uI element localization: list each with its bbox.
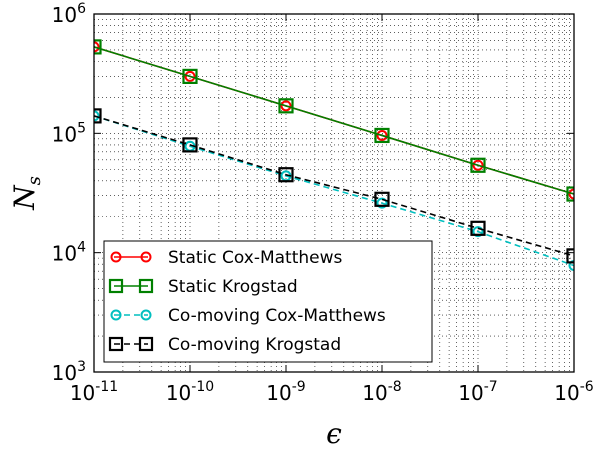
x-tick-label-base: 10	[458, 381, 483, 405]
data-point	[376, 197, 388, 209]
data-point	[278, 98, 294, 114]
data-point	[374, 191, 390, 207]
data-point	[472, 159, 484, 171]
series-line	[94, 115, 574, 257]
data-point	[94, 108, 102, 124]
x-tick-label: 10-6	[554, 379, 594, 405]
data-point	[376, 129, 388, 141]
y-tick-label-base: 10	[52, 122, 77, 146]
legend-marker	[108, 336, 124, 352]
data-point	[182, 68, 198, 84]
data-point	[94, 110, 100, 122]
x-tick-label-base: 10	[362, 381, 387, 405]
data-point	[182, 137, 198, 153]
y-tick-label: 106	[52, 1, 86, 27]
data-point	[374, 127, 390, 144]
series-co-moving-krogstad	[94, 108, 574, 264]
legend-label: Static Cox-Matthews	[168, 248, 343, 268]
x-tick-label-exponent: -11	[95, 379, 118, 395]
legend-marker	[138, 336, 154, 352]
x-tick-label-base: 10	[70, 381, 95, 405]
data-point	[184, 70, 196, 82]
y-axis-label-subscript: s	[24, 176, 45, 185]
x-tick-label-exponent: -9	[292, 379, 306, 395]
y-tick-label: 104	[52, 240, 86, 266]
y-tick-label-exponent: 4	[77, 240, 86, 256]
data-point	[472, 226, 484, 238]
x-axis-label: ϵ	[326, 417, 342, 450]
y-tick-label-base: 10	[52, 3, 77, 27]
x-tick-label-exponent: -7	[484, 379, 498, 395]
y-axis-label: N	[8, 184, 41, 211]
x-tick-label-base: 10	[554, 381, 579, 405]
data-point	[566, 186, 574, 202]
x-tick-label: 10-11	[70, 379, 118, 405]
legend-box	[103, 240, 433, 363]
x-tick-label-exponent: -8	[388, 379, 402, 395]
legend-marker	[108, 278, 124, 294]
legend-entry: Static Krogstad	[108, 277, 298, 297]
plot-frame	[93, 13, 575, 373]
legend-entry: Static Cox-Matthews	[110, 248, 343, 268]
legend-entry: Co-moving Krogstad	[108, 335, 341, 355]
data-point	[278, 167, 294, 183]
y-tick-label: 103	[52, 359, 86, 385]
y-tick-label-base: 10	[52, 361, 77, 385]
x-tick-label-base: 10	[266, 381, 291, 405]
x-tick-label-exponent: -6	[580, 379, 594, 395]
x-tick-label-base: 10	[166, 381, 191, 405]
data-point	[568, 188, 574, 200]
data-point	[280, 100, 292, 112]
legend-marker	[110, 309, 122, 321]
x-tick-label: 10-10	[166, 379, 214, 405]
series-static-krogstad	[94, 39, 574, 202]
legend-label: Static Krogstad	[168, 277, 298, 297]
x-tick-label: 10-7	[458, 379, 497, 405]
legend-label: Co-moving Cox-Matthews	[168, 306, 386, 326]
y-tick-label: 105	[52, 120, 86, 146]
y-axis-label-group: Ns	[8, 176, 45, 211]
legend-marker	[138, 278, 154, 294]
x-tick-label-exponent: -10	[191, 379, 214, 395]
y-tick-label-exponent: 5	[77, 120, 86, 136]
series-line	[94, 115, 574, 267]
legend-entry: Co-moving Cox-Matthews	[110, 306, 386, 326]
legend-marker	[140, 309, 152, 321]
data-point	[566, 248, 574, 264]
series-line	[94, 46, 574, 195]
svg-text:Ns: Ns	[8, 176, 45, 211]
legend-marker	[140, 251, 152, 263]
data-point	[94, 39, 102, 55]
legend-marker	[110, 251, 122, 263]
x-tick-label: 10-9	[266, 379, 305, 405]
data-point	[470, 220, 486, 236]
y-tick-label-base: 10	[52, 242, 77, 266]
data-point	[94, 41, 100, 53]
data-point	[470, 157, 486, 173]
x-tick-label: 10-8	[362, 379, 401, 405]
y-tick-label-exponent: 3	[77, 359, 86, 375]
legend-label: Co-moving Krogstad	[168, 335, 341, 355]
legend: Static Cox-Matthews Static Krogstad Co-mov…	[103, 240, 433, 363]
data-point	[568, 260, 574, 272]
plot-series	[94, 39, 574, 272]
y-tick-label-exponent: 6	[77, 1, 86, 17]
